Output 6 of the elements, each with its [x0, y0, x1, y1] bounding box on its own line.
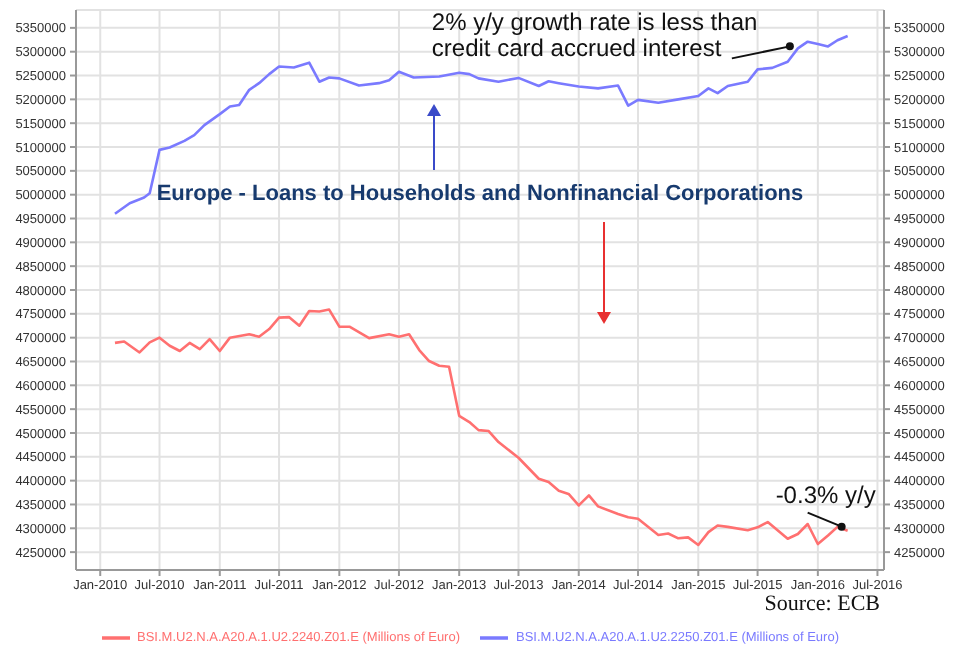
- line-series: [113, 308, 849, 547]
- line-series: [113, 34, 849, 216]
- source-note: Source: ECB: [764, 592, 880, 616]
- annotation: 2% y/y growth rate is less than credit card accrued interest: [431, 8, 758, 63]
- annotation: -0.3% y/y: [775, 480, 876, 509]
- text: Europe - Loans to Households and Nonfinancial Corporations: [156, 182, 804, 206]
